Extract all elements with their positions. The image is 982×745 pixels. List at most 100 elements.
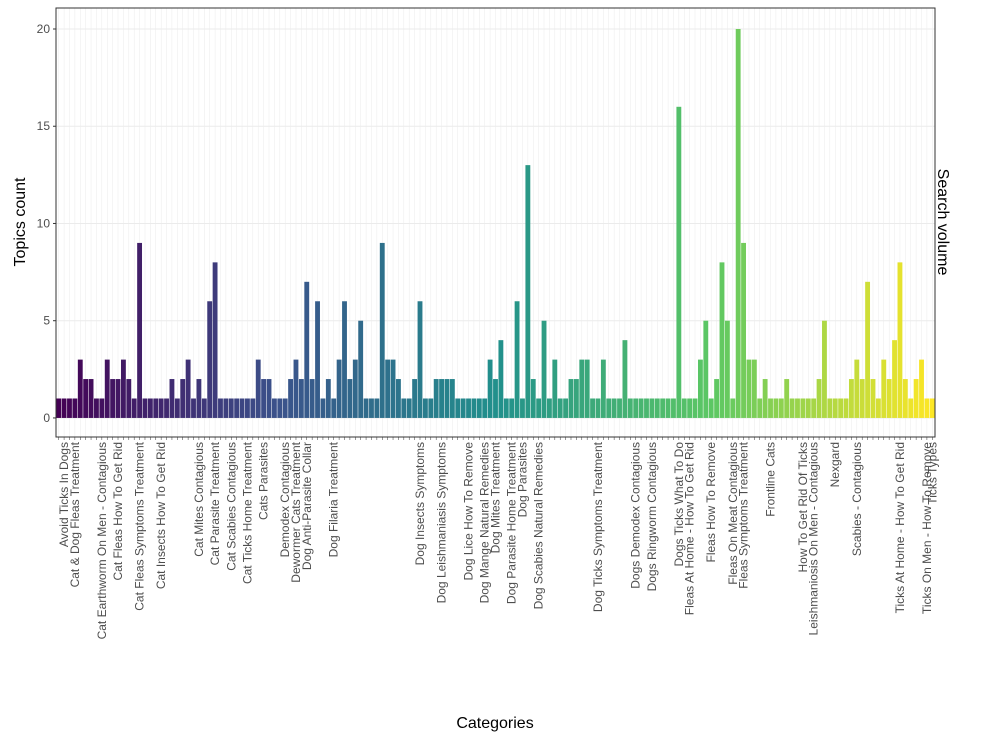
bar [870,379,876,418]
bar [568,379,574,418]
bar [77,359,83,418]
bar [298,379,304,418]
bar [865,281,871,418]
bar [228,398,234,418]
y-tick-label: 15 [37,119,51,133]
bar [908,398,914,418]
x-tick-label: Dog Leishmaniasis Symptoms [435,442,449,603]
bar [180,379,186,418]
bar [768,398,773,418]
bar [627,398,633,418]
bar [546,398,552,418]
bar [633,398,639,418]
bar [250,398,256,418]
bar [304,281,310,418]
bar [854,359,860,418]
x-tick-label: Cat Mites Contagious [192,442,206,557]
bar [843,398,849,418]
bar [514,301,520,418]
y-tick-label: 10 [37,216,51,230]
bar [924,398,930,418]
x-tick-label: Cat & Dog Fleas Treatment [68,441,82,587]
bar [466,398,471,418]
x-tick-label: Cat Parasite Treatment [208,441,222,565]
bar [363,398,369,418]
bar [541,320,547,418]
bar [191,398,196,418]
x-tick-label: Ticks Types [925,442,939,505]
bar [757,398,763,418]
x-tick-label: Fleas Symptoms Treatment [737,441,751,588]
bar [697,359,703,418]
bar [67,398,72,418]
bar [422,398,428,418]
bar [929,398,935,418]
bar [886,379,892,418]
bar [174,398,180,418]
bar [288,379,294,418]
bar [822,320,827,418]
bar [660,398,666,418]
bar [309,379,315,418]
bar [687,398,693,418]
bar [347,379,353,418]
x-tick-label: Dog Insects Symptoms [413,442,427,565]
x-tick-label: Cat Earthworm On Men - Contagious [95,442,109,639]
bar [460,398,466,418]
x-tick-label: Dog Filaria Treatment [327,441,341,557]
bar [428,398,434,418]
bar [773,398,779,418]
bar [832,398,838,418]
bar [99,398,105,418]
bar [692,398,698,418]
bar [261,379,267,418]
bar [498,340,504,418]
bar [503,398,509,418]
bar [838,398,844,418]
bar [255,359,261,418]
bar [881,359,887,418]
bar [56,398,62,418]
bar [153,398,159,418]
x-tick-label: Cat Fleas How To Get Rid [111,442,125,581]
x-tick-label: Leishmaniosis On Men - Contagious [807,442,821,635]
grid [56,8,935,437]
bar [439,379,445,418]
bar [784,379,790,418]
x-tick-label: Dog Lice How To Remove [462,442,476,581]
x-tick-label: Cat Scabies Contagious [224,442,238,571]
bar [476,398,482,418]
bar [110,379,116,418]
bar [126,379,132,418]
bar [509,398,515,418]
bar [681,398,687,418]
bar [158,398,164,418]
bar [196,379,202,418]
bar [719,262,725,418]
bar [897,262,903,418]
x-tick-label: Ticks At Home - How To Get Rid [893,442,907,613]
x-tick-label: Fleas At Home - How To Get Rid [683,442,697,615]
bar [218,398,223,418]
bar [735,29,741,418]
bar [671,398,676,418]
x-tick-label: Dog Anti-Parasite Collar [300,442,314,570]
bar [417,301,423,418]
bar [644,398,649,418]
bar [724,320,730,418]
x-tick-label: Fleas How To Remove [704,442,718,563]
y-tick-label: 20 [37,22,51,36]
bar [611,398,617,418]
x-tick-label: Avoid Ticks In Dogs [57,442,71,547]
x-tick-label: Dogs Ringworm Contagious [645,442,659,591]
bar [293,359,299,418]
bar [848,379,854,418]
bar [606,398,612,418]
x-tick-label: Dog Parasite Home Treatment [505,441,519,604]
bar [61,398,67,418]
bar [552,359,558,418]
x-tick-label: Cat Ticks Home Treatment [240,441,254,584]
x-tick-label: Nexgard [828,442,842,487]
bar [379,242,385,418]
